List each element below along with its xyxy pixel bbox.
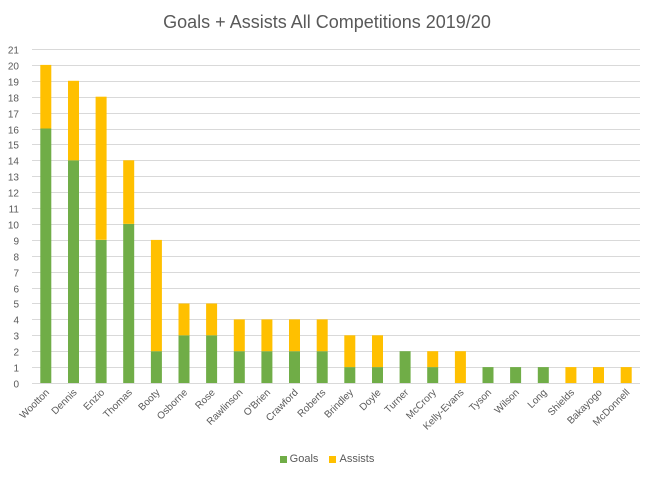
- bar-goals: [427, 367, 439, 383]
- bar-goals: [150, 351, 162, 383]
- x-tick-label: Enzio: [82, 387, 108, 413]
- bar-assists: [206, 303, 218, 336]
- bar-assists: [565, 367, 577, 383]
- legend-label-assists: Assists: [339, 453, 375, 465]
- x-tick-label: Rose: [193, 387, 218, 412]
- y-tick-label: 11: [9, 205, 20, 216]
- y-tick-label: 1: [13, 364, 19, 375]
- bar-assists: [123, 160, 135, 224]
- chart-title: Goals + Assists All Competitions 2019/20: [163, 12, 491, 32]
- y-tick-label: 9: [13, 237, 19, 248]
- bar-assists: [289, 319, 300, 352]
- y-tick-label: 19: [8, 78, 20, 89]
- y-tick-label: 21: [8, 46, 20, 57]
- x-tick-label: Wilson: [493, 387, 522, 416]
- y-tick-label: 6: [13, 285, 19, 296]
- bar-assists: [68, 80, 79, 161]
- x-tick-label: Wootton: [18, 387, 52, 421]
- y-tick-label: 8: [13, 253, 19, 264]
- x-tick-label: Booty: [137, 387, 163, 413]
- bar-assists: [372, 335, 383, 368]
- legend-swatch-goals: [279, 455, 287, 463]
- legend-item-assists: Assists: [329, 453, 374, 465]
- y-tick-label: 5: [13, 300, 19, 311]
- y-tick-label: 12: [8, 189, 20, 200]
- y-tick-label: 18: [8, 94, 20, 105]
- y-tick-label: 0: [13, 380, 19, 391]
- y-tick-label: 13: [8, 173, 20, 184]
- bar-assists: [40, 64, 52, 129]
- y-tick-label: 2: [13, 348, 19, 359]
- y-tick-label: 16: [8, 126, 20, 137]
- y-tick-label: 3: [13, 332, 19, 343]
- legend-item-goals: Goals: [279, 453, 319, 465]
- y-tick-label: 14: [8, 157, 20, 168]
- y-tick-label: 7: [13, 269, 19, 280]
- bar-assists: [178, 303, 190, 336]
- bar-goals: [68, 160, 79, 383]
- bar-assists: [261, 319, 273, 352]
- bar-assists: [344, 335, 356, 368]
- x-tick-label: Long: [526, 387, 550, 411]
- bar-goals: [482, 367, 494, 383]
- bar-goals: [289, 351, 300, 383]
- bar-assists: [150, 239, 162, 352]
- legend-label-goals: Goals: [289, 453, 319, 465]
- x-tick-label: Doyle: [358, 387, 384, 413]
- bar-assists: [620, 367, 632, 383]
- bar-goals: [372, 367, 383, 383]
- y-tick-label: 10: [8, 221, 20, 232]
- y-tick-label: 17: [8, 110, 20, 121]
- legend: Goals Assists: [0, 453, 654, 465]
- x-tick-label: Tyson: [467, 387, 494, 414]
- bar-goals: [316, 351, 328, 383]
- y-tick-label: 15: [8, 141, 20, 152]
- bar-goals: [178, 335, 190, 383]
- bar-goals: [206, 335, 218, 383]
- bar-goals: [344, 367, 356, 383]
- bar-goals: [40, 128, 52, 383]
- bar-goals: [123, 224, 135, 383]
- legend-swatch-assists: [329, 455, 337, 463]
- x-tick-label: Osborne: [155, 387, 190, 422]
- bar-goals: [233, 351, 245, 383]
- y-tick-label: 4: [13, 316, 19, 327]
- bar-assists: [427, 351, 439, 368]
- bar-assists: [593, 367, 604, 383]
- bar-goals: [537, 367, 549, 383]
- bar-goals: [399, 351, 411, 383]
- y-tick-label: 20: [8, 62, 20, 73]
- bar-assists: [454, 351, 466, 383]
- bar-goals: [261, 351, 273, 383]
- bar-assists: [316, 319, 328, 352]
- x-tick-label: Dennis: [50, 387, 80, 417]
- bar-assists: [233, 319, 245, 352]
- bar-assists: [95, 96, 107, 240]
- x-tick-label: Brindley: [323, 387, 356, 420]
- bar-goals: [95, 239, 107, 383]
- x-tick-label: Thomas: [102, 387, 135, 420]
- bar-goals: [510, 367, 522, 383]
